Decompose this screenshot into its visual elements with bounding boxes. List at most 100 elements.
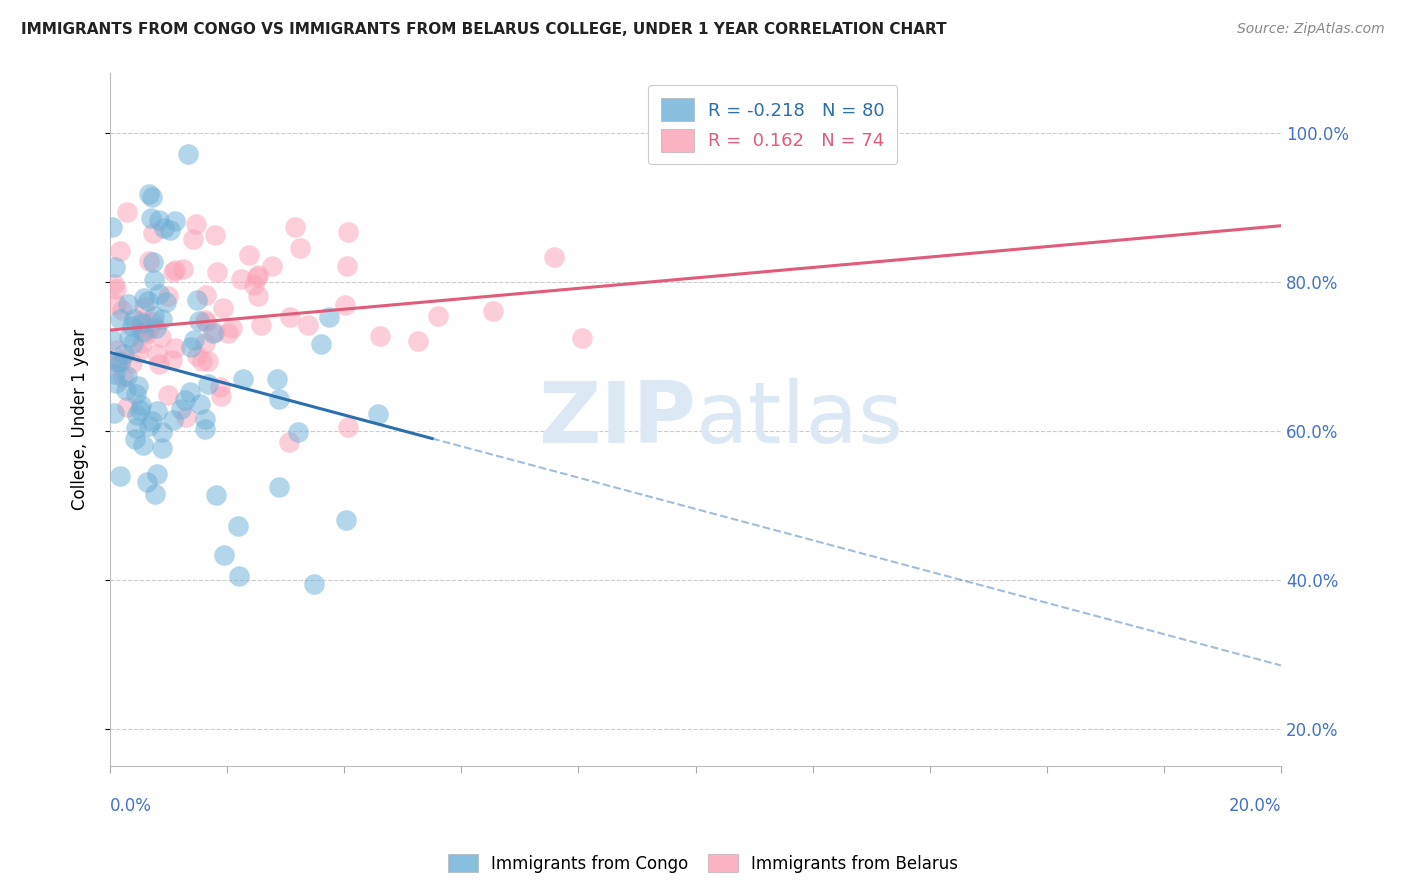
- Point: [217, 326, 239, 340]
- Point: [194, 288, 217, 302]
- Point: [121, 336, 143, 351]
- Point: [134, 300, 156, 314]
- Point: [174, 393, 197, 408]
- Point: [110, 244, 132, 258]
- Point: [163, 262, 186, 277]
- Point: [543, 250, 565, 264]
- Point: [228, 569, 250, 583]
- Point: [181, 232, 204, 246]
- Point: [221, 321, 243, 335]
- Point: [173, 262, 195, 277]
- Point: [262, 259, 284, 273]
- Point: [246, 268, 269, 282]
- Point: [211, 301, 233, 315]
- Point: [180, 339, 202, 353]
- Point: [336, 259, 359, 273]
- Text: Source: ZipAtlas.com: Source: ZipAtlas.com: [1237, 22, 1385, 37]
- Y-axis label: College, Under 1 year: College, Under 1 year: [72, 329, 89, 510]
- Point: [132, 438, 155, 452]
- Point: [195, 315, 218, 329]
- Point: [101, 333, 124, 347]
- Point: [159, 223, 181, 237]
- Point: [406, 334, 429, 348]
- Text: 20.0%: 20.0%: [1229, 797, 1281, 814]
- Point: [290, 241, 312, 255]
- Point: [142, 309, 165, 323]
- Point: [204, 325, 226, 339]
- Point: [201, 326, 224, 340]
- Point: [183, 333, 205, 347]
- Point: [105, 343, 128, 357]
- Point: [287, 425, 309, 439]
- Point: [136, 475, 159, 489]
- Point: [135, 327, 157, 342]
- Point: [121, 319, 143, 334]
- Text: atlas: atlas: [696, 378, 904, 461]
- Point: [141, 190, 163, 204]
- Point: [246, 270, 269, 285]
- Point: [368, 328, 391, 343]
- Point: [150, 312, 173, 326]
- Point: [278, 434, 301, 449]
- Point: [174, 410, 197, 425]
- Text: 0.0%: 0.0%: [110, 797, 152, 814]
- Point: [160, 352, 183, 367]
- Point: [297, 318, 319, 332]
- Point: [150, 425, 173, 439]
- Point: [103, 277, 125, 291]
- Point: [186, 349, 208, 363]
- Point: [146, 467, 169, 481]
- Point: [146, 404, 169, 418]
- Point: [110, 468, 132, 483]
- Point: [136, 293, 159, 308]
- Point: [243, 278, 266, 293]
- Point: [110, 353, 132, 368]
- Point: [208, 380, 231, 394]
- Point: [267, 480, 290, 494]
- Point: [105, 297, 128, 311]
- Point: [205, 488, 228, 502]
- Point: [194, 335, 217, 350]
- Point: [367, 407, 389, 421]
- Point: [153, 220, 176, 235]
- Point: [104, 376, 127, 390]
- Point: [104, 260, 127, 274]
- Point: [115, 205, 138, 219]
- Point: [232, 372, 254, 386]
- Point: [142, 226, 165, 240]
- Point: [125, 408, 148, 422]
- Point: [105, 354, 128, 368]
- Point: [204, 228, 226, 243]
- Point: [122, 311, 145, 326]
- Point: [138, 186, 160, 201]
- Point: [318, 310, 340, 325]
- Point: [135, 318, 157, 332]
- Point: [170, 402, 193, 417]
- Point: [142, 254, 165, 268]
- Point: [104, 368, 127, 382]
- Point: [125, 421, 148, 435]
- Point: [112, 347, 135, 361]
- Point: [115, 383, 138, 397]
- Point: [101, 220, 124, 235]
- Point: [103, 357, 125, 371]
- Point: [205, 265, 228, 279]
- Point: [115, 368, 138, 383]
- Point: [184, 218, 207, 232]
- Point: [309, 337, 332, 351]
- Point: [333, 298, 356, 312]
- Point: [127, 344, 149, 359]
- Point: [150, 442, 173, 456]
- Point: [209, 389, 232, 403]
- Point: [143, 273, 166, 287]
- Point: [149, 330, 172, 344]
- Point: [426, 309, 449, 323]
- Point: [112, 370, 135, 384]
- Point: [163, 214, 186, 228]
- Point: [131, 325, 153, 339]
- Point: [103, 406, 125, 420]
- Point: [302, 577, 325, 591]
- Point: [231, 271, 253, 285]
- Point: [148, 357, 170, 371]
- Point: [246, 289, 269, 303]
